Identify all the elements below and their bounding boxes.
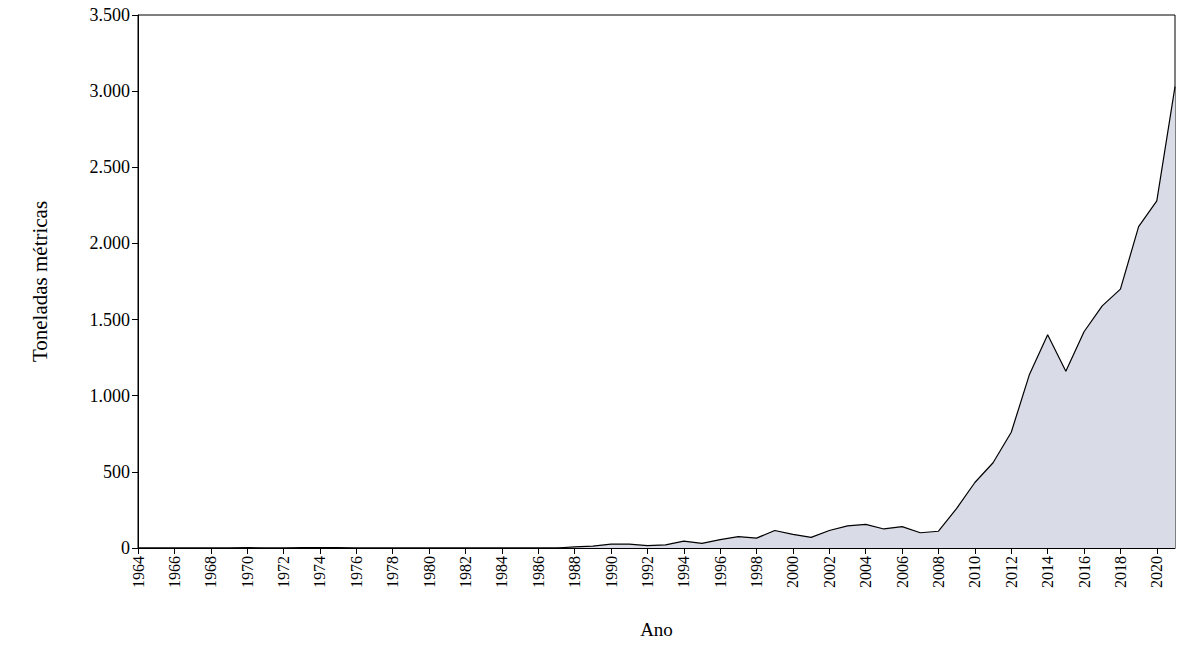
svg-text:3.000: 3.000: [90, 81, 131, 101]
svg-text:1998: 1998: [748, 556, 765, 588]
svg-text:500: 500: [103, 462, 130, 482]
svg-text:1980: 1980: [421, 556, 438, 588]
svg-text:1974: 1974: [311, 556, 328, 588]
svg-text:0: 0: [121, 538, 130, 558]
svg-text:2010: 2010: [966, 556, 983, 588]
svg-text:1.000: 1.000: [90, 386, 131, 406]
svg-text:2018: 2018: [1112, 556, 1129, 588]
svg-text:1994: 1994: [675, 556, 692, 588]
svg-text:1984: 1984: [493, 556, 510, 588]
svg-text:1976: 1976: [348, 556, 365, 588]
svg-text:2000: 2000: [784, 556, 801, 588]
svg-text:2008: 2008: [930, 556, 947, 588]
svg-text:2002: 2002: [821, 556, 838, 588]
svg-text:2004: 2004: [857, 556, 874, 588]
svg-text:1978: 1978: [384, 556, 401, 588]
svg-text:2.500: 2.500: [90, 157, 131, 177]
svg-text:1964: 1964: [130, 556, 147, 588]
svg-text:1966: 1966: [166, 556, 183, 588]
svg-text:1.500: 1.500: [90, 310, 131, 330]
svg-text:1992: 1992: [639, 556, 656, 588]
svg-text:2012: 2012: [1003, 556, 1020, 588]
svg-text:1990: 1990: [603, 556, 620, 588]
svg-text:1986: 1986: [530, 556, 547, 588]
svg-text:1988: 1988: [566, 556, 583, 588]
svg-text:1970: 1970: [239, 556, 256, 588]
svg-text:2006: 2006: [894, 556, 911, 588]
svg-text:2016: 2016: [1076, 556, 1093, 588]
svg-text:2020: 2020: [1148, 556, 1165, 588]
svg-text:1972: 1972: [275, 556, 292, 588]
svg-text:1968: 1968: [202, 556, 219, 588]
svg-text:Ano: Ano: [640, 619, 673, 640]
svg-text:2014: 2014: [1039, 556, 1056, 588]
svg-text:2.000: 2.000: [90, 233, 131, 253]
svg-text:Toneladas métricas: Toneladas métricas: [28, 201, 52, 362]
svg-text:3.500: 3.500: [90, 5, 131, 25]
svg-text:1996: 1996: [712, 556, 729, 588]
svg-text:1982: 1982: [457, 556, 474, 588]
